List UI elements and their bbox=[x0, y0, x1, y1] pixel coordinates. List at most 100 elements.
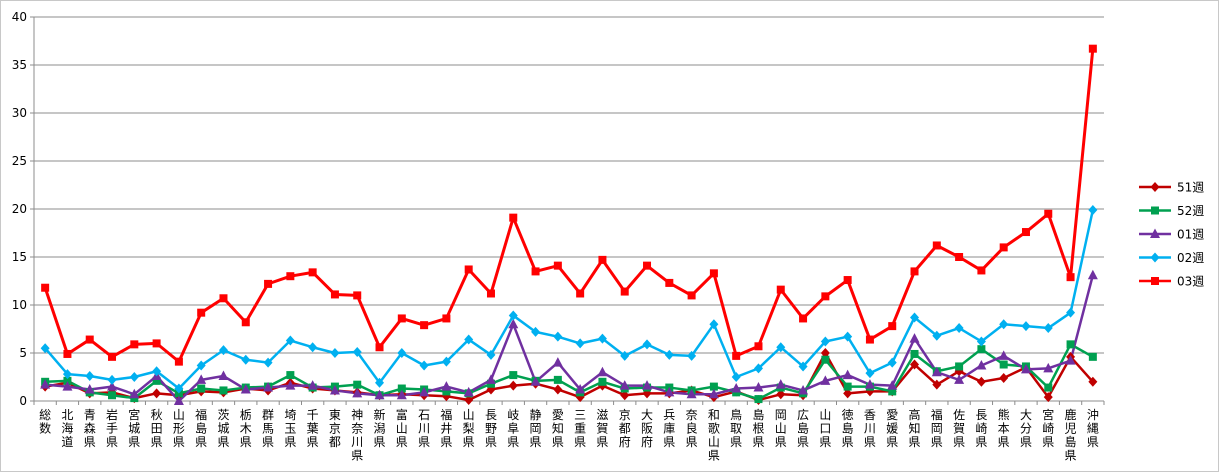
y-tick-label: 40 bbox=[12, 10, 27, 24]
x-category-label: 東京都 bbox=[329, 408, 341, 449]
data-point bbox=[62, 369, 72, 380]
x-category-label: 京都府 bbox=[619, 408, 631, 449]
data-point bbox=[1087, 269, 1098, 280]
data-point bbox=[731, 372, 741, 382]
data-point bbox=[508, 310, 518, 321]
data-point bbox=[108, 352, 117, 361]
x-category-label: 群馬県 bbox=[262, 408, 274, 449]
data-point bbox=[353, 291, 362, 300]
data-point bbox=[464, 265, 473, 274]
data-point bbox=[463, 386, 474, 397]
data-point bbox=[85, 335, 94, 344]
x-category-label: 徳島県 bbox=[842, 407, 854, 449]
data-point bbox=[419, 386, 430, 397]
data-point bbox=[1065, 355, 1076, 365]
x-category-label: 大分県 bbox=[1020, 408, 1032, 449]
data-point bbox=[575, 338, 585, 349]
data-point bbox=[152, 388, 162, 399]
data-point bbox=[197, 384, 206, 393]
x-category-label: 栃木県 bbox=[240, 408, 252, 449]
data-point bbox=[932, 330, 942, 341]
legend-label: 02週 bbox=[1177, 251, 1204, 265]
series-markers bbox=[40, 44, 1098, 406]
data-point bbox=[776, 285, 785, 294]
data-point bbox=[754, 342, 763, 351]
data-point bbox=[1088, 204, 1098, 215]
data-point bbox=[1151, 277, 1159, 285]
x-category-label: 愛知県 bbox=[552, 408, 564, 449]
data-point bbox=[241, 354, 251, 365]
x-category-label: 福井県 bbox=[440, 407, 452, 449]
data-point bbox=[173, 395, 184, 405]
x-category-label: 香川県 bbox=[864, 408, 876, 449]
data-point bbox=[285, 335, 295, 346]
data-point bbox=[41, 283, 50, 292]
legend-item: 02週 bbox=[1139, 251, 1204, 265]
x-category-label: 広島県 bbox=[797, 408, 809, 449]
y-tick-label: 0 bbox=[19, 394, 27, 408]
data-point bbox=[798, 384, 809, 395]
data-point bbox=[441, 381, 452, 391]
data-point bbox=[708, 388, 719, 399]
data-point bbox=[464, 395, 474, 406]
x-category-label: 埼玉県 bbox=[284, 408, 296, 449]
x-category-label: 静岡県 bbox=[530, 408, 542, 449]
data-point bbox=[40, 343, 50, 354]
data-point bbox=[1150, 182, 1160, 192]
series-lines bbox=[43, 48, 1095, 403]
x-category-label: 奈良県 bbox=[686, 408, 698, 449]
data-point bbox=[152, 376, 161, 385]
data-point bbox=[999, 360, 1008, 369]
data-point bbox=[910, 312, 920, 323]
x-category-label: 新潟県 bbox=[374, 407, 386, 449]
data-point bbox=[976, 336, 986, 347]
data-point bbox=[486, 289, 495, 298]
data-point bbox=[843, 331, 853, 342]
data-point bbox=[977, 345, 986, 354]
data-point bbox=[308, 342, 318, 353]
x-category-label: 島根県 bbox=[752, 407, 764, 449]
data-point bbox=[441, 356, 451, 367]
data-point bbox=[909, 333, 920, 343]
data-point bbox=[998, 350, 1009, 360]
data-point bbox=[553, 331, 563, 342]
legend-item: 52週 bbox=[1139, 204, 1204, 218]
data-point bbox=[910, 349, 919, 358]
data-point bbox=[1150, 228, 1160, 238]
data-point bbox=[330, 290, 339, 299]
x-category-labels: 総数北海道青森県岩手県宮城県秋田県山形県福島県茨城県栃木県群馬県埼玉県千葉県東京… bbox=[39, 407, 1099, 463]
y-tick-label: 5 bbox=[19, 346, 27, 360]
data-point bbox=[887, 357, 897, 368]
data-point bbox=[955, 362, 964, 371]
x-category-label: 宮崎県 bbox=[1042, 407, 1054, 449]
y-tick-label: 15 bbox=[12, 250, 27, 264]
legend-label: 52週 bbox=[1177, 204, 1204, 218]
x-category-label: 鳥取県 bbox=[730, 407, 742, 449]
legend-label: 51週 bbox=[1177, 181, 1204, 195]
data-point bbox=[420, 321, 429, 330]
data-point bbox=[843, 276, 852, 285]
legend-label: 01週 bbox=[1177, 228, 1204, 242]
data-point bbox=[954, 323, 964, 334]
data-point bbox=[575, 383, 586, 394]
data-point bbox=[776, 389, 786, 400]
data-point bbox=[263, 357, 273, 368]
data-point bbox=[196, 360, 206, 371]
legend-item: 51週 bbox=[1139, 181, 1204, 195]
x-category-label: 福島県 bbox=[195, 407, 207, 449]
data-point bbox=[954, 374, 965, 384]
data-point bbox=[196, 374, 207, 384]
x-category-label: 山梨県 bbox=[463, 408, 475, 449]
data-point bbox=[62, 381, 73, 391]
data-point bbox=[107, 381, 118, 391]
data-point bbox=[108, 391, 117, 400]
series-line bbox=[44, 209, 1095, 390]
data-point bbox=[397, 384, 406, 393]
x-category-label: 鹿児島県 bbox=[1065, 407, 1077, 463]
data-point bbox=[820, 375, 831, 385]
data-point bbox=[374, 389, 385, 400]
series-line bbox=[45, 274, 1095, 403]
x-category-label: 山口県 bbox=[819, 408, 831, 449]
y-tick-label: 25 bbox=[12, 154, 27, 168]
data-point bbox=[1088, 352, 1097, 361]
